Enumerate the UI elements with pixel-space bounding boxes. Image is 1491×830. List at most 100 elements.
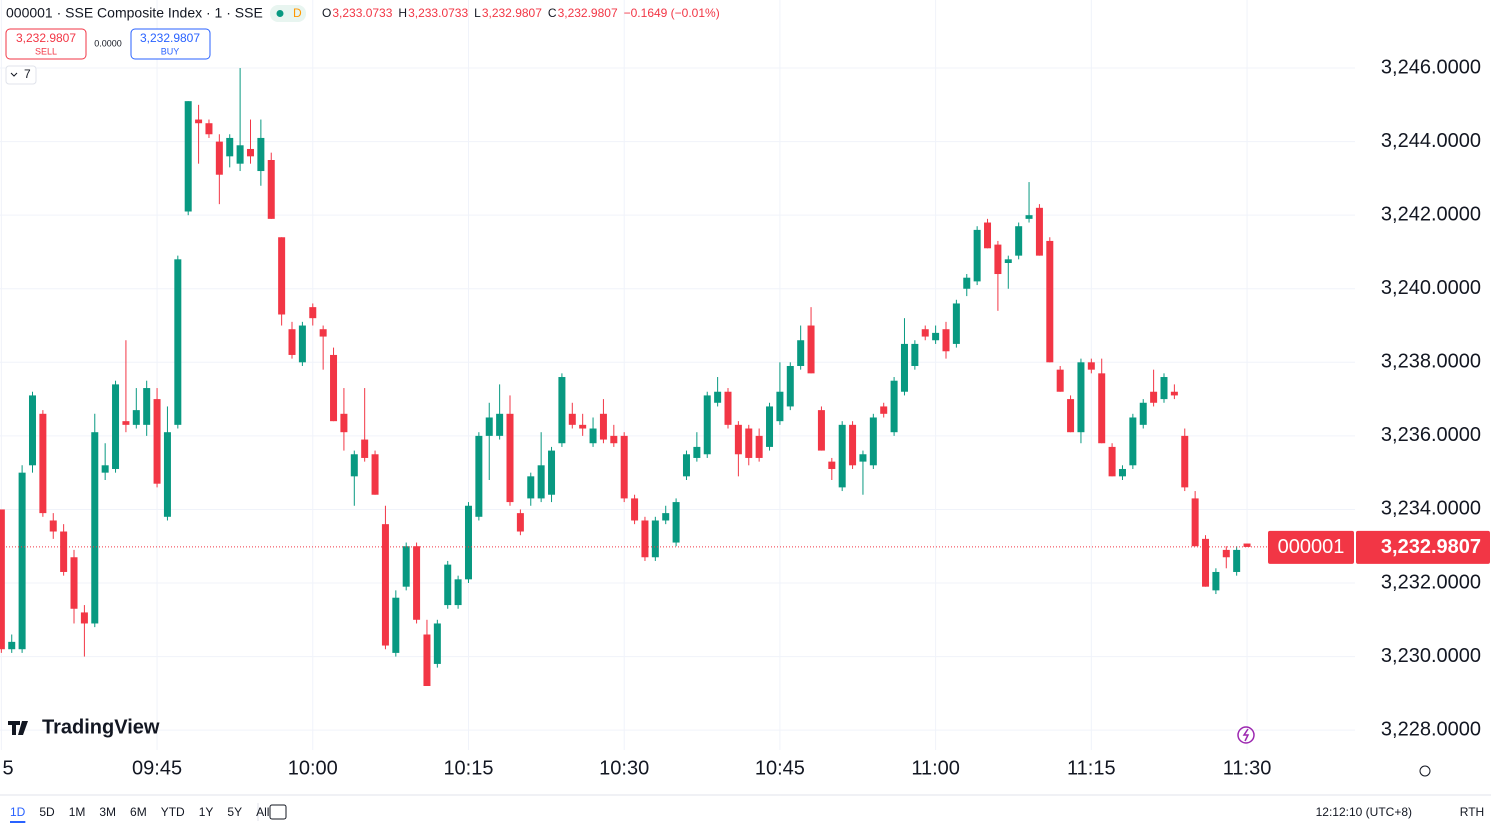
y-tick-label: 3,236.0000 <box>1381 424 1481 446</box>
candle-body <box>257 137 265 172</box>
x-tick-label: 10:00 <box>288 757 338 779</box>
y-tick-label: 3,240.0000 <box>1381 277 1481 299</box>
candle-body <box>475 435 483 517</box>
candle-body <box>298 325 306 363</box>
candle-body <box>1233 549 1241 572</box>
legend-value: 3,233.0733 <box>408 6 468 20</box>
candle-body <box>1212 571 1220 591</box>
legend-key: O <box>322 6 331 20</box>
candle-body <box>444 564 452 606</box>
candle-body <box>267 160 275 219</box>
candle-body <box>496 413 504 436</box>
y-tick-label: 3,244.0000 <box>1381 130 1481 152</box>
spread: 0.0000 <box>94 38 122 48</box>
candle-body <box>392 597 400 653</box>
candle-body <box>1150 391 1158 403</box>
candle-body <box>70 557 78 609</box>
candle-body <box>662 513 670 521</box>
legend-key: H <box>398 6 407 20</box>
candle-body <box>797 340 805 366</box>
candle-body <box>1222 549 1230 558</box>
candle-body <box>579 424 587 429</box>
range-button[interactable]: 1M <box>69 805 86 819</box>
candle-body <box>246 148 254 157</box>
candle-body <box>184 101 192 212</box>
sell-price[interactable]: 3,232.9807 <box>16 31 76 45</box>
candle-body <box>18 472 26 650</box>
candle-body <box>143 388 151 425</box>
range-button[interactable]: All <box>256 805 269 819</box>
y-tick-label: 3,230.0000 <box>1381 645 1481 667</box>
sell-button[interactable] <box>5 28 87 60</box>
candle-body <box>112 384 120 469</box>
session[interactable]: RTH <box>1460 805 1484 819</box>
candle-body <box>174 259 182 425</box>
candle-body <box>1129 417 1137 466</box>
indicators-count[interactable]: 7 <box>24 67 31 81</box>
range-button[interactable]: 1Y <box>199 805 214 819</box>
buy-price[interactable]: 3,232.9807 <box>140 31 200 45</box>
candle-body <box>651 520 659 558</box>
candle-body <box>1170 391 1178 396</box>
candle-body <box>911 343 919 366</box>
candle-body <box>641 520 649 558</box>
candle-body <box>558 377 566 444</box>
candle-body <box>1025 215 1033 219</box>
candle-body <box>236 145 244 164</box>
candle-body <box>350 454 358 477</box>
candle-body <box>880 406 888 414</box>
candle-body <box>537 465 545 499</box>
range-button[interactable]: YTD <box>161 805 185 819</box>
candle-body <box>1035 207 1043 256</box>
x-tick-label: 10:45 <box>755 757 805 779</box>
candle-body <box>195 119 203 124</box>
candle-body <box>288 329 296 355</box>
ohlc-legend: O 3,233.0733 H 3,233.0733 L 3,232.9807 C 3,232.… <box>322 6 720 20</box>
candle-body <box>153 399 161 484</box>
candle-body <box>527 476 535 499</box>
candle-body <box>828 461 836 469</box>
candle-body <box>1118 468 1126 477</box>
candle-body <box>859 454 867 462</box>
candle-body <box>1077 362 1085 433</box>
overlay: 000001 · SSE Composite Index · 1 · SSE D… <box>0 5 1491 823</box>
candle-body <box>963 277 971 289</box>
symbol-tag <box>1268 530 1354 564</box>
sell-label[interactable]: SELL <box>35 46 57 56</box>
candle-body <box>39 413 47 514</box>
buy-button[interactable] <box>130 28 211 60</box>
candle-body <box>921 329 929 337</box>
date-picker-icon[interactable] <box>269 804 287 820</box>
y-tick-label: 3,228.0000 <box>1381 718 1481 740</box>
legend-key: L <box>474 6 481 20</box>
candle-body <box>8 641 16 650</box>
indicators-toggle[interactable] <box>5 65 37 85</box>
candle-body <box>682 454 690 477</box>
buy-label[interactable]: BUY <box>161 46 180 56</box>
candle-body <box>516 513 524 532</box>
x-tick-label: 09:45 <box>132 757 182 779</box>
settings-icon[interactable] <box>1419 765 1431 777</box>
y-tick-label: 3,234.0000 <box>1381 498 1481 520</box>
candle-body <box>309 307 317 319</box>
candle-body <box>423 634 431 686</box>
range-button[interactable]: 3M <box>99 805 116 819</box>
candle-body <box>693 446 701 458</box>
range-button[interactable]: 6M <box>130 805 147 819</box>
candle-body <box>610 435 618 444</box>
candle-body <box>1202 538 1210 587</box>
candle-body <box>1067 399 1075 433</box>
range-button[interactable]: 1D <box>10 805 26 819</box>
range-button[interactable]: 5D <box>39 805 55 819</box>
x-tick-label: 5 <box>2 757 13 779</box>
lightning-icon[interactable] <box>1237 726 1255 744</box>
price-tag <box>1356 530 1490 564</box>
candle-body <box>984 222 992 249</box>
candle-body <box>361 439 369 458</box>
candle-body <box>101 465 109 473</box>
range-button[interactable]: 5Y <box>227 805 242 819</box>
candle-body <box>942 329 950 352</box>
status-dot <box>276 10 284 17</box>
lightning-bolt <box>1242 728 1250 742</box>
candle-body <box>724 391 732 425</box>
